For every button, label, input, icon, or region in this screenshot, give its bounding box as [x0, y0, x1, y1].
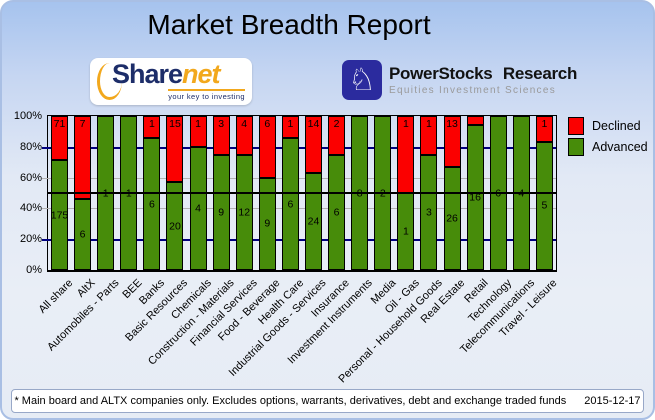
- bar-segment-advanced: 9: [212, 154, 230, 270]
- bar-segment-declined: 15: [166, 116, 184, 182]
- y-axis-tick-label: 20%: [19, 233, 42, 246]
- declined-count-label: 4: [241, 118, 248, 130]
- bar-segment-advanced: 26: [443, 167, 461, 270]
- advanced-count-label: 6: [79, 228, 86, 241]
- y-axis-tick-label: 80%: [19, 140, 42, 153]
- advanced-count-label: 6: [148, 197, 155, 210]
- sharenet-wordmark-accent: net: [182, 59, 220, 89]
- powerstocks-name: PowerStocks Research: [389, 64, 578, 83]
- bar-segment-advanced: 6: [143, 138, 161, 270]
- declined-count-label: 71: [53, 118, 66, 131]
- bar-segment-advanced: 3: [420, 154, 438, 270]
- gridline-40pct: [42, 208, 556, 210]
- bar-segment-declined: 2: [328, 116, 346, 155]
- declined-count-label: 1: [426, 118, 432, 130]
- bar-segment-declined: [466, 116, 484, 126]
- sharenet-swoosh-icon: [97, 63, 122, 100]
- declined-count-label: 1: [148, 118, 155, 130]
- bar-segment-declined: 4: [235, 116, 253, 155]
- bar-segment-advanced: 12: [235, 154, 253, 270]
- bar-segment-advanced: 6: [281, 138, 299, 270]
- report-date: 2015-12-17: [584, 395, 641, 407]
- advanced-count-label: 20: [169, 219, 181, 232]
- advanced-count-label: 6: [333, 206, 340, 218]
- bar-segment-advanced: 16: [466, 125, 484, 270]
- advanced-count-label: 5: [541, 199, 548, 212]
- chart-legend: Declined Advanced: [568, 117, 648, 156]
- bar-segment-advanced: 5: [535, 141, 553, 270]
- bar-segment-advanced: 4: [189, 146, 207, 270]
- sharenet-logo: Sharenet your key to investing: [90, 58, 252, 105]
- declined-count-label: 7: [79, 118, 86, 131]
- bar-segment-declined: 3: [212, 116, 230, 155]
- bar-segment-declined: 13: [443, 116, 461, 168]
- declined-count-label: 2: [333, 118, 340, 130]
- bar-segment-declined: 7: [74, 116, 92, 199]
- legend-swatch-advanced: [568, 138, 584, 156]
- advanced-count-label: 4: [195, 202, 201, 215]
- advanced-count-label: 1: [402, 225, 409, 238]
- legend-label: Declined: [592, 119, 641, 133]
- declined-count-label: 13: [446, 118, 458, 131]
- y-axis-tick-label: 0%: [26, 264, 42, 276]
- advanced-count-label: 24: [307, 215, 320, 228]
- legend-item-advanced: Advanced: [568, 138, 648, 156]
- declined-count-label: 6: [264, 118, 271, 131]
- declined-count-label: 14: [307, 118, 320, 131]
- bar-segment-advanced: 20: [166, 182, 184, 270]
- chess-knight-icon: ♘: [342, 60, 382, 100]
- bar-segment-advanced: 1: [397, 193, 415, 270]
- advanced-count-label: 16: [469, 191, 481, 204]
- bar-segment-advanced: 175: [51, 160, 68, 270]
- legend-item-declined: Declined: [568, 117, 648, 135]
- legend-label: Advanced: [592, 140, 648, 154]
- advanced-count-label: 175: [50, 208, 69, 221]
- page-title: Market Breadth Report: [147, 9, 431, 40]
- advanced-count-label: 3: [426, 206, 432, 218]
- sharenet-wordmark-primary: Share: [112, 59, 183, 89]
- sharenet-tagline: your key to investing: [168, 89, 245, 101]
- declined-count-label: 1: [195, 118, 201, 131]
- legend-swatch-declined: [568, 117, 584, 135]
- bar-segment-advanced: 24: [305, 172, 322, 270]
- bar-segment-declined: 1: [281, 116, 299, 138]
- bar-segment-advanced: 9: [258, 177, 276, 270]
- footnote-text: * Main board and ALTX companies only. Ex…: [14, 395, 567, 407]
- bar-segment-declined: 1: [397, 116, 415, 193]
- bar-segment-declined: 1: [143, 116, 161, 138]
- declined-count-label: 1: [541, 118, 548, 131]
- powerstocks-logo: ♘ PowerStocks Research Equities Investme…: [342, 60, 577, 100]
- gridline-20pct: [42, 239, 556, 242]
- y-axis-tick-label: 40%: [19, 202, 42, 215]
- x-axis-category-label: All share: [36, 277, 75, 316]
- bar-segment-declined: 1: [189, 116, 207, 147]
- bar-segment-declined: 14: [305, 116, 322, 173]
- declined-count-label: 1: [287, 118, 294, 130]
- advanced-count-label: 26: [446, 212, 458, 225]
- y-axis-tick-label: 60%: [19, 171, 42, 184]
- bar-segment-declined: 1: [535, 116, 553, 142]
- declined-count-label: 15: [169, 118, 181, 130]
- bar-segment-declined: 6: [258, 116, 276, 178]
- advanced-count-label: 6: [287, 197, 294, 210]
- bar-segment-declined: 71: [51, 116, 68, 161]
- gridline-60pct: [42, 177, 556, 179]
- declined-count-label: 1: [402, 118, 409, 130]
- advanced-count-label: 9: [264, 217, 271, 230]
- advanced-count-label: 12: [238, 206, 251, 218]
- gridline-80pct: [42, 146, 556, 149]
- breadth-chart-plot-area: Declined Advanced 0% 20% 40% 60% 80% 100% 175 71…: [14, 110, 648, 385]
- advanced-count-label: 9: [218, 206, 225, 218]
- y-axis-tick-label: 100%: [13, 110, 42, 122]
- bar-segment-advanced: 6: [74, 198, 92, 270]
- bar-segment-advanced: 6: [328, 154, 346, 270]
- reference-line-50pct: [48, 192, 556, 194]
- declined-count-label: 3: [218, 118, 225, 130]
- footnote-bar: * Main board and ALTX companies only. Ex…: [11, 389, 644, 413]
- powerstocks-tagline: Equities Investment Sciences: [389, 85, 557, 96]
- bar-segment-declined: 1: [420, 116, 438, 155]
